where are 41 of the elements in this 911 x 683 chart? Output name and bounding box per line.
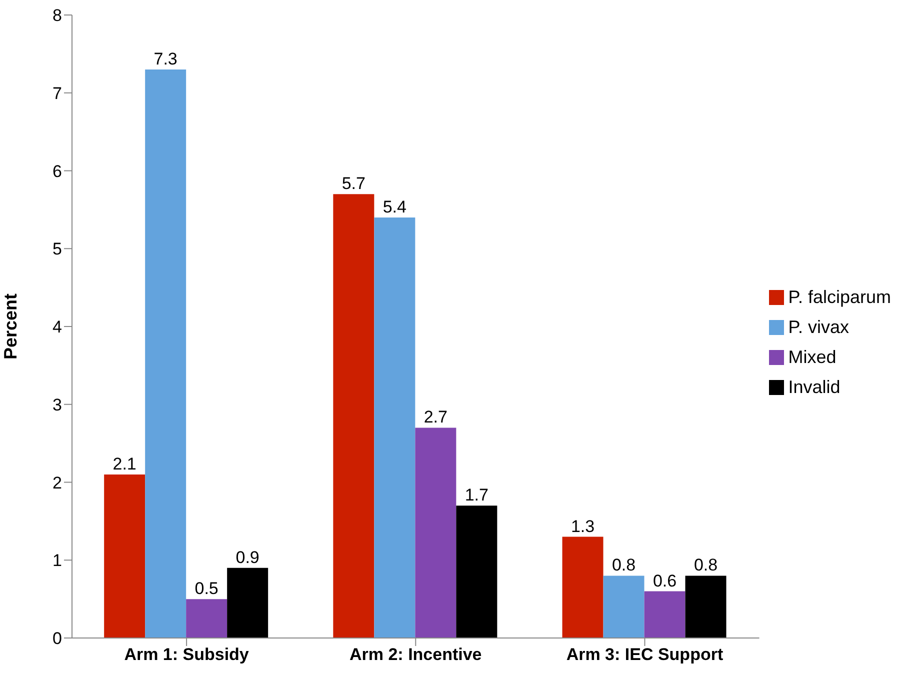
- bar: [333, 194, 374, 638]
- data-label: 5.7: [342, 174, 366, 194]
- data-label: 7.3: [154, 50, 178, 69]
- data-label: 0.5: [194, 579, 218, 598]
- bar: [603, 576, 644, 638]
- x-tick-label: Arm 1: Subsidy: [124, 645, 250, 664]
- x-tick-label: Arm 3: IEC Support: [566, 645, 724, 664]
- data-label: 0.8: [612, 556, 636, 575]
- y-tick-label: 6: [52, 162, 62, 181]
- legend-label: P. vivax: [788, 316, 849, 336]
- data-label: 0.6: [652, 571, 677, 590]
- y-tick-label: 8: [52, 6, 62, 26]
- bar: [104, 474, 146, 638]
- x-tick-label: Arm 2: Incentive: [350, 645, 482, 664]
- legend-label: Invalid: [788, 376, 840, 396]
- data-label: 0.9: [236, 548, 260, 567]
- y-axis-title: Percent: [0, 293, 20, 360]
- bar: [562, 536, 604, 638]
- y-tick-label: 1: [52, 551, 62, 570]
- legend-label: P. falciparum: [788, 286, 891, 306]
- y-tick-label: 5: [52, 240, 62, 259]
- y-tick-label: 3: [52, 395, 62, 414]
- bar: [374, 217, 416, 638]
- data-label: 0.8: [694, 556, 718, 575]
- y-tick-label: 2: [52, 473, 62, 492]
- bar: [186, 599, 228, 638]
- data-label: 1.7: [464, 486, 488, 505]
- bar: [685, 576, 726, 638]
- data-label: 2.1: [112, 454, 136, 474]
- bar: [227, 568, 268, 638]
- legend-label: Mixed: [788, 346, 836, 366]
- bar: [456, 506, 498, 638]
- bar: [644, 591, 686, 638]
- bar: [145, 70, 186, 638]
- y-tick-label: 0: [52, 629, 62, 648]
- data-label: 2.7: [424, 408, 448, 427]
- y-tick-label: 7: [52, 84, 62, 103]
- bar: [415, 428, 456, 638]
- data-label: 1.3: [570, 516, 595, 536]
- y-tick-label: 4: [52, 318, 62, 337]
- data-label: 5.4: [382, 197, 406, 216]
